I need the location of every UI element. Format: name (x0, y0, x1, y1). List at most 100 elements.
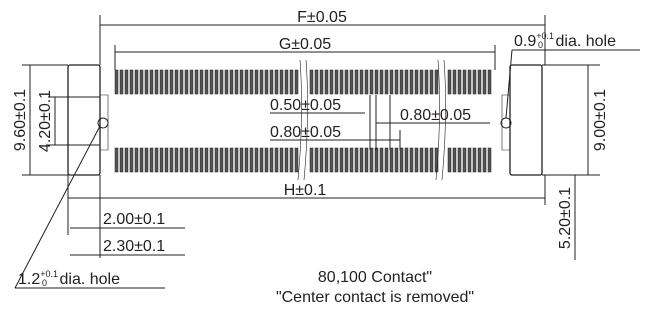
contact (448, 148, 451, 172)
contact (230, 148, 233, 172)
contact (235, 148, 238, 172)
contact (190, 148, 193, 172)
outline (502, 95, 510, 150)
contact (145, 70, 148, 94)
contact (458, 70, 461, 94)
contact (200, 148, 203, 172)
contact (175, 70, 178, 94)
contact (478, 70, 481, 94)
contact (145, 148, 148, 172)
contact (250, 148, 253, 172)
dimension-label: 0.80±0.05 (400, 107, 471, 124)
contact (448, 70, 451, 94)
page: {"dimensions":{"f":"F±0.05","g":"G±0.05"… (0, 0, 655, 314)
contact (130, 70, 133, 94)
contact (180, 70, 183, 94)
contact (265, 148, 268, 172)
contact (240, 70, 243, 94)
contact (240, 148, 243, 172)
contact (285, 148, 288, 172)
contact (410, 70, 413, 94)
contact (135, 70, 138, 94)
contact (483, 70, 486, 94)
contact (335, 148, 338, 172)
contact (453, 70, 456, 94)
contact (280, 148, 283, 172)
contact (140, 70, 143, 94)
contact (468, 148, 471, 172)
contact (120, 70, 123, 94)
note: 80,100 Contact" (318, 269, 432, 286)
dimension-label: 5.20±0.1 (557, 187, 574, 249)
contact (270, 148, 273, 172)
dimension-label: 4.20±0.1 (37, 90, 54, 152)
contact (175, 148, 178, 172)
outline (100, 95, 108, 150)
contact (435, 70, 438, 94)
contact (315, 70, 318, 94)
contact (468, 70, 471, 94)
contact (350, 70, 353, 94)
right-housing (510, 65, 542, 175)
contact (170, 148, 173, 172)
contact (200, 70, 203, 94)
contact (345, 70, 348, 94)
contact (400, 148, 403, 172)
contact (425, 70, 428, 94)
contact (415, 70, 418, 94)
contact (195, 148, 198, 172)
contact (205, 70, 208, 94)
contact (453, 148, 456, 172)
contact (165, 148, 168, 172)
dimension-label: F±0.05 (297, 9, 347, 26)
contact (295, 70, 298, 94)
contact (330, 70, 333, 94)
contact (120, 148, 123, 172)
contact (125, 70, 128, 94)
lower: 0 (42, 278, 47, 288)
contact (360, 148, 363, 172)
left-housing (68, 65, 100, 175)
contact (390, 70, 393, 94)
contact (473, 148, 476, 172)
contact (325, 70, 328, 94)
contact (473, 70, 476, 94)
contact (320, 70, 323, 94)
contact (275, 148, 278, 172)
contact (185, 148, 188, 172)
contact (290, 148, 293, 172)
contact (390, 148, 393, 172)
contact (230, 70, 233, 94)
contact (205, 148, 208, 172)
contact (335, 70, 338, 94)
contact (355, 148, 358, 172)
base: 0.9 (514, 33, 536, 50)
contact (430, 70, 433, 94)
contact (155, 148, 158, 172)
contact (225, 148, 228, 172)
contact (395, 148, 398, 172)
contact (340, 148, 343, 172)
contact (463, 70, 466, 94)
contact (370, 70, 373, 94)
contact (320, 148, 323, 172)
contact (260, 148, 263, 172)
contact (260, 70, 263, 94)
contact (420, 148, 423, 172)
contact (215, 70, 218, 94)
contact (190, 70, 193, 94)
dimension-label: 0.80±0.05 (270, 124, 341, 141)
contact (355, 70, 358, 94)
contact (400, 70, 403, 94)
contact (185, 70, 188, 94)
contact (405, 148, 408, 172)
contact (395, 70, 398, 94)
contact (488, 148, 491, 172)
contact (340, 70, 343, 94)
contact (420, 70, 423, 94)
contact (415, 148, 418, 172)
contact (478, 148, 481, 172)
contact (160, 148, 163, 172)
contact (115, 148, 118, 172)
contact (425, 148, 428, 172)
